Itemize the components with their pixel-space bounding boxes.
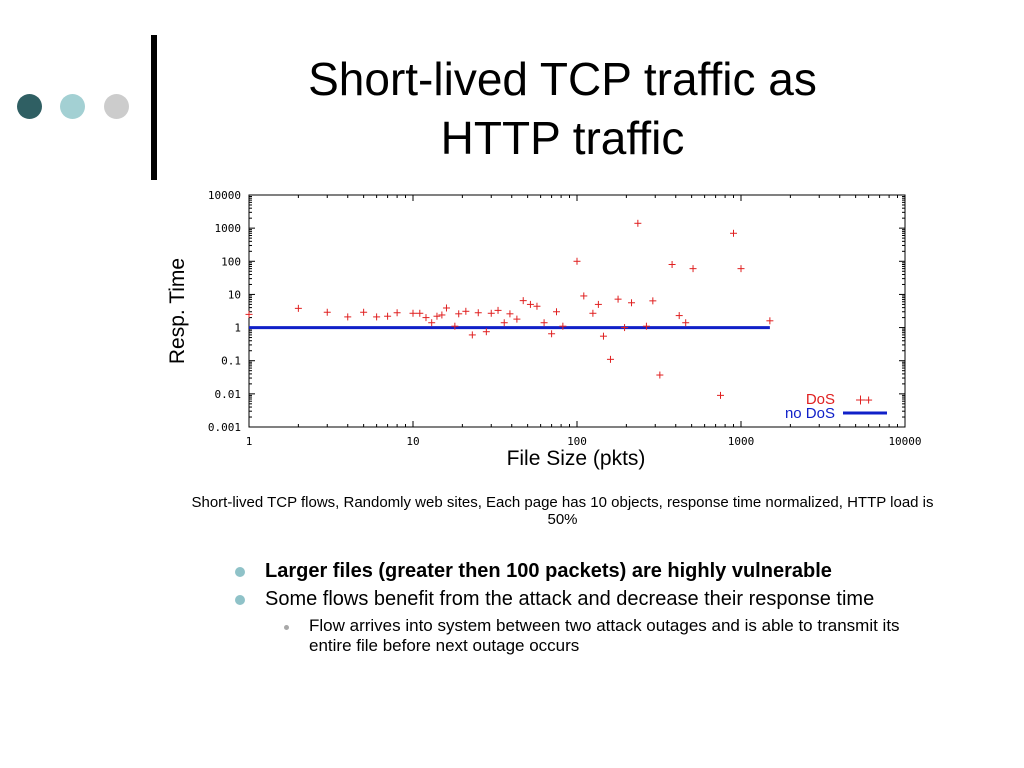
dos-data-point	[594, 300, 602, 308]
dos-data-point	[634, 219, 642, 227]
dos-data-point	[533, 302, 541, 310]
dos-data-point	[451, 322, 459, 330]
y-tick-label: 10	[228, 288, 241, 301]
dos-data-point	[689, 265, 697, 273]
dos-data-point	[323, 308, 331, 316]
y-tick-label: 10000	[208, 189, 241, 202]
dos-data-point	[580, 292, 588, 300]
x-tick-label: 10	[406, 435, 419, 448]
dos-data-point	[526, 300, 534, 308]
sub-bullet-item: Flow arrives into system between two att…	[232, 616, 922, 656]
dos-data-point	[553, 308, 561, 316]
slide-title: Short-lived TCP traffic as HTTP traffic	[308, 53, 817, 164]
dos-data-point	[865, 396, 873, 404]
dos-data-point	[548, 330, 556, 338]
dos-data-point	[384, 312, 392, 320]
y-tick-label: 1	[234, 322, 241, 335]
bullet-list: Larger files (greater then 100 packets) …	[232, 560, 922, 656]
y-tick-label: 0.001	[208, 421, 241, 434]
bullet-item: Some flows benefit from the attack and d…	[232, 588, 922, 610]
dos-data-point	[737, 265, 745, 273]
dos-data-point	[656, 371, 664, 379]
dos-data-point	[245, 310, 253, 318]
dos-data-point	[606, 355, 614, 363]
dos-data-point	[487, 309, 495, 317]
dos-data-point	[642, 322, 650, 330]
dos-data-point	[455, 310, 463, 318]
dos-data-point	[494, 306, 502, 314]
dos-data-point	[500, 319, 508, 327]
chart-series	[245, 219, 873, 404]
dos-data-point	[729, 229, 737, 237]
dos-data-point	[717, 391, 725, 399]
dos-data-point	[559, 322, 567, 330]
dos-data-point	[599, 332, 607, 340]
title-divider-bar	[151, 35, 157, 180]
dos-data-point	[344, 313, 352, 321]
dos-data-point	[589, 309, 597, 317]
dos-data-point	[360, 308, 368, 316]
dos-data-point	[482, 328, 490, 336]
chart-caption: Short-lived TCP flows, Randomly web site…	[191, 494, 934, 528]
dos-data-point	[442, 304, 450, 312]
dos-data-point	[519, 297, 527, 305]
dos-data-point	[373, 313, 381, 321]
y-axis-label: Resp. Time	[166, 258, 189, 364]
dos-data-point	[649, 297, 657, 305]
decorative-dot-grey	[104, 94, 129, 119]
dos-data-point	[573, 257, 581, 265]
x-tick-label: 1	[246, 435, 253, 448]
dos-data-point	[506, 310, 514, 318]
x-tick-label: 100	[567, 435, 587, 448]
legend-label-no-dos: no DoS	[785, 405, 835, 422]
dos-data-point	[393, 309, 401, 317]
decorative-dot-dark	[17, 94, 42, 119]
x-tick-label: 10000	[888, 435, 921, 448]
dos-data-point	[668, 260, 676, 268]
y-tick-label: 1000	[215, 222, 242, 235]
dos-data-point	[468, 331, 476, 339]
x-axis-label: File Size (pkts)	[507, 447, 646, 470]
dos-data-point	[621, 324, 629, 332]
dos-data-point	[294, 304, 302, 312]
dos-data-point	[474, 309, 482, 317]
dos-data-point	[614, 295, 622, 303]
dos-data-point	[628, 299, 636, 307]
dos-data-point	[438, 311, 446, 319]
dos-data-point	[682, 319, 690, 327]
dos-data-point	[675, 312, 683, 320]
dos-data-point	[409, 309, 417, 317]
dos-data-point	[766, 317, 774, 325]
dos-data-point	[428, 319, 436, 327]
response-time-chart: 1 10 100 1000 10000 0.001 0.01 0.1 1 10 100 1000 100…	[166, 189, 922, 470]
y-tick-label: 100	[221, 255, 241, 268]
y-tick-label: 0.01	[215, 388, 242, 401]
y-tick-label: 0.1	[221, 355, 241, 368]
dos-data-point	[416, 309, 424, 317]
dos-data-point	[422, 314, 430, 322]
chart-ticks: 1 10 100 1000 10000 0.001 0.01 0.1 1 10 100 1000 100…	[208, 189, 922, 448]
decorative-dot-light	[60, 94, 85, 119]
legend-label-dos: DoS	[806, 391, 835, 408]
dos-data-point	[433, 312, 441, 320]
bullet-item: Larger files (greater then 100 packets) …	[232, 560, 922, 582]
dos-data-point	[462, 307, 470, 315]
dos-data-point	[540, 319, 548, 327]
dos-data-point	[513, 315, 521, 323]
x-tick-label: 1000	[728, 435, 755, 448]
